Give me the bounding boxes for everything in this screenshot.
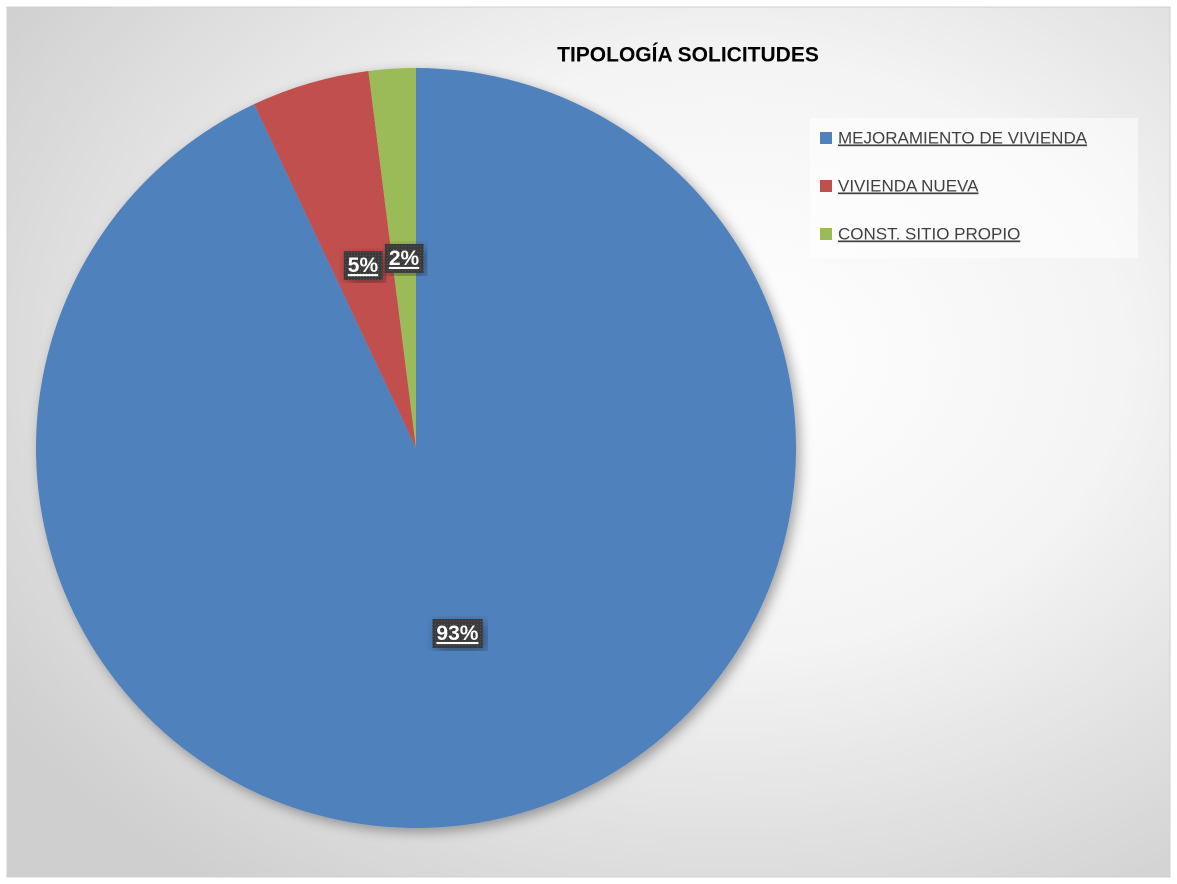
- data-label: 5%: [343, 251, 383, 281]
- data-label-text: 2%: [389, 247, 420, 270]
- legend-swatch: [820, 132, 832, 144]
- pie: [35, 68, 797, 828]
- legend-swatch: [820, 180, 832, 192]
- data-label-text: 93%: [436, 622, 478, 645]
- legend-label: CONST. SITIO PROPIO: [838, 224, 1020, 243]
- legend-box: [810, 118, 1138, 258]
- data-label: 2%: [384, 243, 424, 273]
- data-labels: 93% 5% 2%: [343, 243, 483, 648]
- pie-slice: [35, 68, 797, 828]
- legend: MEJORAMIENTO DE VIVIENDA VIVIENDA NUEVA CO…: [820, 128, 1088, 243]
- legend-label: VIVIENDA NUEVA: [838, 176, 979, 195]
- data-label-box: [384, 243, 424, 273]
- data-label-box: [432, 618, 483, 648]
- data-label-box: [343, 251, 383, 281]
- data-label-text: 5%: [348, 254, 379, 277]
- pie-slice: [254, 70, 416, 449]
- legend-label: MEJORAMIENTO DE VIVIENDA: [838, 128, 1088, 147]
- legend-swatch: [820, 228, 832, 240]
- chart-title: TIPOLOGÍA SOLICITUDES: [557, 44, 819, 67]
- data-label: 93%: [432, 618, 483, 648]
